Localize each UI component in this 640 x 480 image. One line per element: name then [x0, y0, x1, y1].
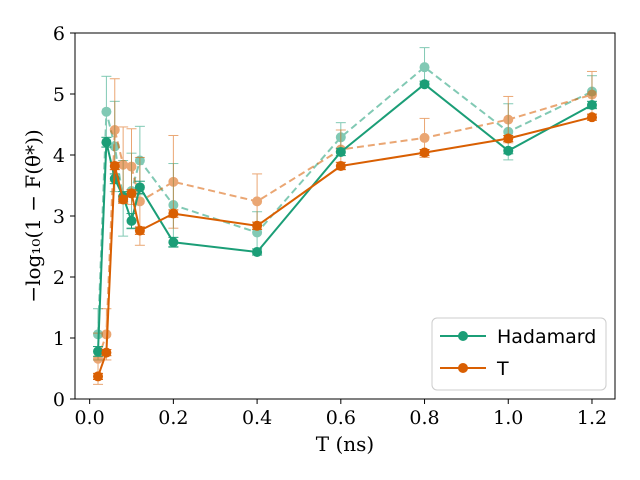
y-tick-label: 6	[53, 23, 65, 45]
legend-hadamard-marker	[458, 331, 468, 341]
y-tick-label: 5	[53, 84, 65, 106]
data-point	[101, 137, 112, 148]
data-point	[586, 99, 597, 110]
series-1	[93, 112, 597, 382]
plot-area	[93, 47, 597, 385]
x-tick-label: 1.0	[493, 407, 523, 429]
data-point	[503, 133, 514, 144]
x-tick-label: 0.0	[75, 407, 105, 429]
data-point	[93, 371, 104, 382]
legend: Hadamard T	[431, 317, 607, 391]
data-point	[134, 182, 145, 193]
data-point	[252, 196, 263, 207]
data-point	[126, 161, 137, 172]
x-tick-label: 0.2	[158, 407, 188, 429]
data-point	[168, 176, 179, 187]
data-point	[118, 194, 129, 205]
legend-hadamard-label: Hadamard	[497, 326, 596, 348]
data-point	[109, 124, 120, 135]
data-point	[168, 208, 179, 219]
data-point	[134, 225, 145, 236]
series-line	[97, 93, 593, 360]
data-point	[335, 146, 346, 157]
y-axis: 0 1 2 3 4 5 6	[53, 23, 75, 411]
data-point	[101, 347, 112, 358]
legend-t-marker	[458, 363, 468, 373]
data-point	[126, 188, 137, 199]
data-point	[419, 147, 430, 158]
x-tick-label: 0.8	[409, 407, 439, 429]
data-point	[335, 160, 346, 171]
x-tick-label: 0.6	[326, 407, 356, 429]
data-point	[586, 112, 597, 123]
y-axis-label: −log₁₀(1 − F(θ*))	[21, 129, 45, 302]
data-point	[118, 159, 129, 170]
data-point	[126, 215, 137, 226]
data-point	[419, 79, 430, 90]
y-tick-label: 3	[53, 206, 65, 228]
y-tick-label: 4	[53, 145, 65, 167]
data-point	[101, 106, 112, 117]
y-tick-label: 0	[53, 389, 65, 411]
series-0	[93, 79, 597, 357]
data-point	[419, 62, 430, 73]
data-point	[252, 246, 263, 257]
data-point	[93, 346, 104, 357]
y-tick-label: 2	[53, 267, 65, 289]
data-point	[168, 237, 179, 248]
series-line	[97, 83, 593, 352]
y-tick-label: 1	[53, 328, 65, 350]
data-point	[109, 160, 120, 171]
x-axis-label: T (ns)	[316, 432, 374, 456]
legend-t-label: T	[496, 358, 509, 380]
data-point	[503, 145, 514, 156]
x-tick-label: 1.2	[577, 407, 607, 429]
series-dashed-2	[93, 47, 597, 361]
data-point	[419, 132, 430, 143]
data-point	[252, 220, 263, 231]
data-point	[586, 89, 597, 100]
data-point	[503, 114, 514, 125]
series-line	[97, 116, 593, 377]
x-axis: 0.0 0.2 0.4 0.6 0.8 1.0 1.2	[75, 399, 607, 429]
x-tick-label: 0.4	[242, 407, 272, 429]
series-line	[97, 66, 593, 335]
